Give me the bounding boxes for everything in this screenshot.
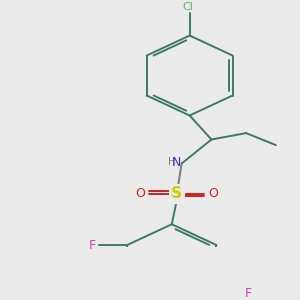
Text: F: F bbox=[245, 287, 252, 300]
Text: H: H bbox=[168, 157, 176, 167]
Text: N: N bbox=[171, 156, 181, 169]
Text: O: O bbox=[208, 188, 218, 200]
Text: Cl: Cl bbox=[182, 2, 193, 11]
Text: F: F bbox=[88, 238, 95, 252]
Text: S: S bbox=[171, 186, 182, 201]
Text: O: O bbox=[135, 188, 145, 200]
